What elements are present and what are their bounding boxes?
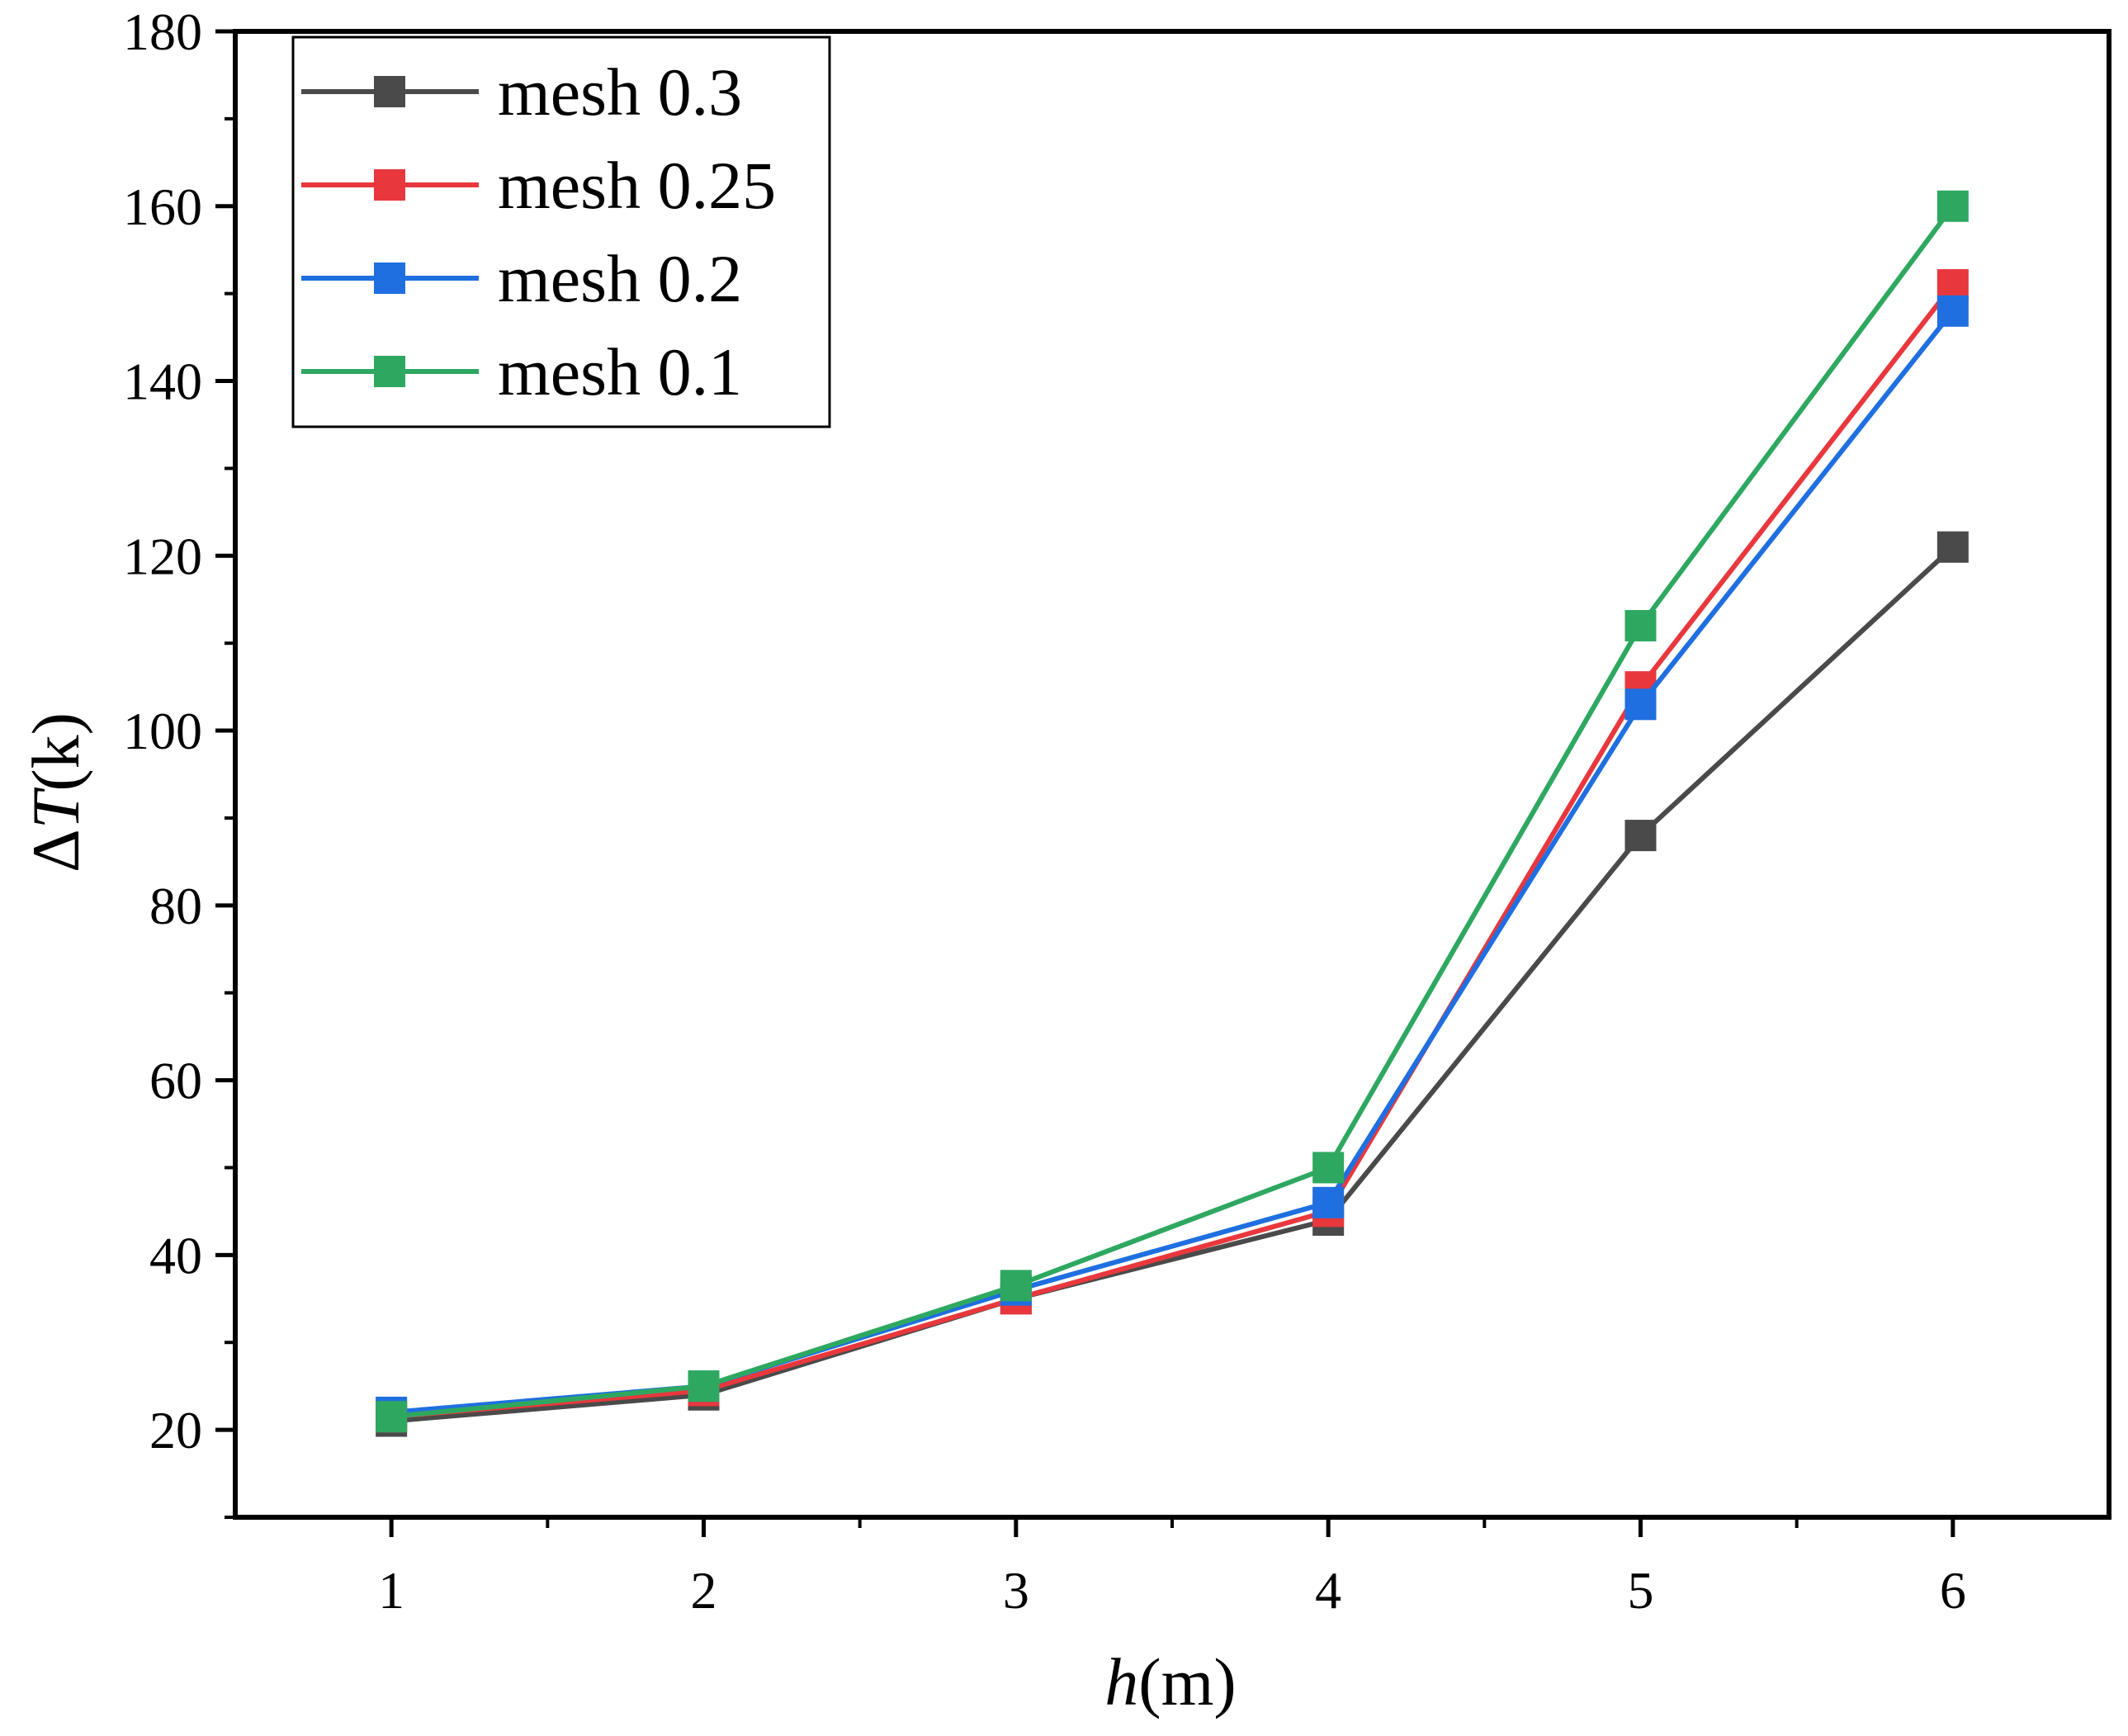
data-point [1936,295,1969,327]
y-axis-title-delta: Δ [18,829,93,873]
legend-item: mesh 0.3 [301,54,742,130]
x-axis-title: h(m) [1104,1644,1236,1719]
y-tick-label: 180 [123,2,202,61]
series-mesh-0_3 [376,531,1969,1437]
legend-marker [374,356,405,387]
data-point [688,1370,720,1403]
legend-label: mesh 0.3 [498,54,742,130]
x-tick-label: 5 [1628,1561,1654,1620]
data-point [376,1401,408,1433]
data-point [1624,820,1657,852]
series-line [390,205,1955,1420]
series-line [390,545,1955,1424]
y-tick-label: 20 [149,1401,202,1459]
x-axis-title-var: h [1104,1644,1138,1719]
y-axis-title-unit: (k) [18,712,93,792]
x-axis-title-unit: (m) [1138,1644,1236,1719]
legend-label: mesh 0.1 [498,334,742,409]
series-line [390,283,1955,1420]
data-point [1312,1186,1345,1218]
legend-label: mesh 0.2 [498,241,742,316]
legend: mesh 0.3 mesh 0.25 mesh 0.2 mesh 0.1 [291,35,831,428]
x-tick-label: 1 [378,1561,404,1620]
data-point [1936,190,1969,222]
x-tick-label: 6 [1940,1561,1966,1620]
y-tick-label: 140 [123,352,202,411]
legend-label: mesh 0.25 [498,148,776,223]
series-mesh-0_1 [376,190,1969,1433]
data-point [1936,531,1969,563]
legend-item: mesh 0.25 [301,148,776,223]
series-line [390,309,1955,1415]
x-tick-label: 4 [1315,1561,1341,1620]
x-tick-label: 3 [1003,1561,1029,1620]
y-tick-label: 60 [149,1052,202,1110]
y-tick-label: 80 [149,877,202,935]
data-point [1624,610,1657,641]
legend-item: mesh 0.2 [301,241,742,316]
y-axis-title-var: T [18,787,93,829]
y-tick-label: 40 [149,1226,202,1284]
data-point [1624,688,1657,721]
series-layer [376,190,1969,1437]
y-tick-label: 100 [123,702,202,760]
legend-marker [374,169,405,201]
y-tick-label: 120 [123,527,202,585]
axes: 20 40 60 80 100 120 140 160 180 1 2 3 4 5 6 [123,2,2111,1620]
legend-marker [374,263,405,294]
x-tick-label: 2 [691,1561,717,1620]
data-point [1312,1152,1345,1184]
legend-item: mesh 0.1 [301,334,742,409]
legend-marker [374,76,405,107]
data-point [1936,269,1969,301]
y-axis-title: ΔT(k) [18,712,93,873]
data-point [1000,1270,1032,1302]
y-tick-label: 160 [123,177,202,236]
